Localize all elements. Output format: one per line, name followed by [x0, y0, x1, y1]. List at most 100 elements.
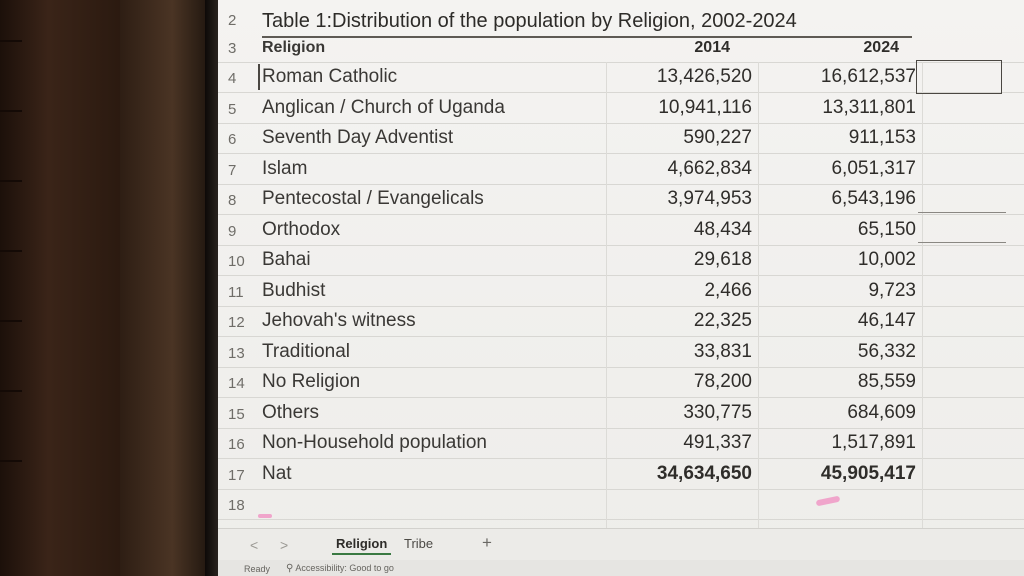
row-number[interactable]: 13 — [228, 344, 245, 362]
table-row[interactable]: 11 Budhist 2,466 9,723 — [218, 276, 1024, 307]
cell-border — [918, 242, 1006, 243]
row-number[interactable]: 7 — [228, 161, 237, 179]
tab-scroll-left-button[interactable]: < — [250, 537, 259, 553]
religion-name-cell[interactable]: Anglican / Church of Uganda — [262, 96, 505, 118]
total-row[interactable]: 17 Nat 34,634,650 45,905,417 — [218, 459, 1024, 490]
cell-border — [918, 212, 1006, 213]
religion-name-cell[interactable]: Others — [262, 401, 320, 423]
value-2024-cell[interactable]: 13,311,801 — [822, 96, 916, 118]
value-2014-cell[interactable]: 22,325 — [693, 310, 752, 331]
column-divider — [606, 62, 607, 528]
table-row[interactable]: 14 No Religion 78,200 85,559 — [218, 367, 1024, 398]
row-number[interactable]: 2 — [228, 12, 237, 29]
religion-name-cell[interactable]: Jehovah's witness — [262, 310, 416, 331]
value-2014-cell[interactable]: 33,831 — [693, 340, 752, 362]
add-sheet-button[interactable]: + — [482, 533, 492, 552]
header-2014[interactable]: 2014 — [694, 39, 730, 56]
religion-name-cell[interactable]: Seventh Day Adventist — [262, 127, 454, 148]
row-number[interactable]: 14 — [228, 375, 245, 392]
religion-name-cell[interactable]: No Religion — [262, 371, 361, 392]
value-2024-cell[interactable]: 9,723 — [868, 279, 916, 301]
tab-tribe[interactable]: Tribe — [404, 536, 434, 551]
value-2024-cell[interactable]: 46,147 — [857, 310, 916, 331]
table-row[interactable]: 4 Roman Catholic 13,426,520 16,612,537 — [218, 62, 1024, 93]
header-2024[interactable]: 2024 — [863, 39, 899, 56]
value-2024-cell[interactable]: 6,543,196 — [831, 188, 916, 209]
spreadsheet-window: 2 Table 1:Distribution of the population… — [218, 0, 1024, 576]
religion-name-cell[interactable]: Traditional — [262, 340, 351, 362]
row-number[interactable]: 17 — [228, 466, 245, 484]
total-label-cell[interactable]: Nat — [262, 462, 292, 484]
value-2024-cell[interactable]: 56,332 — [857, 340, 916, 362]
row-number[interactable]: 15 — [228, 405, 245, 423]
accessibility-status[interactable]: ⚲ Accessibility: Good to go — [286, 563, 394, 574]
table-row[interactable]: 16 Non-Household population 491,337 1,517,8… — [218, 428, 1024, 459]
religion-name-cell[interactable]: Orthodox — [262, 218, 341, 240]
total-2024-cell[interactable]: 45,905,417 — [820, 462, 916, 484]
value-2014-cell[interactable]: 78,200 — [693, 371, 752, 392]
value-2024-cell[interactable]: 10,002 — [857, 249, 916, 270]
value-2024-cell[interactable]: 911,153 — [848, 127, 916, 148]
accessibility-icon: ⚲ — [286, 563, 294, 574]
religion-name-cell[interactable]: Roman Catholic — [262, 66, 398, 87]
table-row[interactable]: 7 Islam 4,662,834 6,051,317 — [218, 154, 1024, 185]
table-row[interactable]: 13 Traditional 33,831 56,332 — [218, 337, 1024, 368]
selected-cell[interactable] — [916, 60, 1002, 94]
status-ready: Ready — [244, 564, 271, 574]
table-row[interactable]: 10 Bahai 29,618 10,002 — [218, 245, 1024, 276]
value-2014-cell[interactable]: 29,618 — [693, 249, 752, 270]
row-number[interactable]: 5 — [228, 100, 237, 118]
row-number[interactable]: 16 — [228, 436, 245, 453]
row-number[interactable]: 18 — [228, 497, 245, 514]
value-2014-cell[interactable]: 4,662,834 — [667, 157, 752, 179]
row-number[interactable]: 11 — [228, 283, 244, 301]
sheet-tab-bar: < > Religion Tribe + — [218, 528, 1024, 561]
tab-religion[interactable]: Religion — [332, 536, 392, 555]
value-2024-cell[interactable]: 1,517,891 — [831, 432, 916, 453]
table-row[interactable]: 9 Orthodox 48,434 65,150 — [218, 215, 1024, 246]
table-row[interactable]: 2 Table 1:Distribution of the population… — [218, 0, 1024, 32]
value-2014-cell[interactable]: 491,337 — [683, 432, 752, 453]
table-row[interactable]: 15 Others 330,775 684,609 — [218, 398, 1024, 429]
value-2014-cell[interactable]: 330,775 — [683, 401, 752, 423]
header-religion[interactable]: Religion — [262, 39, 326, 56]
value-2014-cell[interactable]: 3,974,953 — [667, 188, 752, 209]
religion-name-cell[interactable]: Pentecostal / Evangelicals — [262, 188, 484, 209]
value-2024-cell[interactable]: 16,612,537 — [820, 66, 916, 87]
row-number[interactable]: 10 — [228, 253, 245, 270]
accessibility-label: Accessibility: Good to go — [295, 563, 394, 573]
title-underline — [262, 36, 912, 38]
column-divider — [922, 62, 923, 528]
row-number[interactable]: 3 — [228, 40, 237, 57]
table-row[interactable]: 12 Jehovah's witness 22,325 46,147 — [218, 306, 1024, 337]
row-number[interactable]: 6 — [228, 131, 237, 148]
total-2014-cell[interactable]: 34,634,650 — [656, 462, 752, 484]
row-number[interactable]: 8 — [228, 192, 237, 209]
value-2024-cell[interactable]: 684,609 — [847, 401, 916, 423]
religion-name-cell[interactable]: Non-Household population — [262, 432, 487, 453]
value-2014-cell[interactable]: 13,426,520 — [656, 66, 752, 87]
value-2024-cell[interactable]: 65,150 — [857, 218, 916, 240]
header-row[interactable]: 3 Religion 2014 2024 — [218, 34, 1024, 63]
value-2024-cell[interactable]: 6,051,317 — [831, 157, 916, 179]
table-row[interactable]: 6 Seventh Day Adventist 590,227 911,153 — [218, 123, 1024, 154]
row-number[interactable]: 4 — [228, 70, 237, 87]
religion-name-cell[interactable]: Bahai — [262, 249, 311, 270]
value-2014-cell[interactable]: 2,466 — [704, 279, 752, 301]
value-2014-cell[interactable]: 10,941,116 — [658, 96, 752, 118]
table-title[interactable]: Table 1:Distribution of the population b… — [262, 10, 797, 32]
empty-row[interactable]: 18 — [218, 489, 1024, 520]
religion-name-cell[interactable]: Islam — [262, 157, 308, 179]
table-row[interactable]: 8 Pentecostal / Evangelicals 3,974,953 6,54… — [218, 184, 1024, 215]
tab-scroll-right-button[interactable]: > — [280, 537, 289, 553]
status-bar: Ready ⚲ Accessibility: Good to go — [218, 560, 1024, 576]
screen-glare-mark — [258, 514, 272, 518]
row-number[interactable]: 12 — [228, 314, 245, 331]
value-2014-cell[interactable]: 48,434 — [693, 218, 752, 240]
value-2014-cell[interactable]: 590,227 — [683, 127, 752, 148]
worksheet-grid: 2 Table 1:Distribution of the population… — [218, 0, 1024, 551]
table-row[interactable]: 5 Anglican / Church of Uganda 10,941,116 13… — [218, 93, 1024, 124]
religion-name-cell[interactable]: Budhist — [262, 279, 326, 301]
row-number[interactable]: 9 — [228, 222, 237, 240]
value-2024-cell[interactable]: 85,559 — [857, 371, 916, 392]
